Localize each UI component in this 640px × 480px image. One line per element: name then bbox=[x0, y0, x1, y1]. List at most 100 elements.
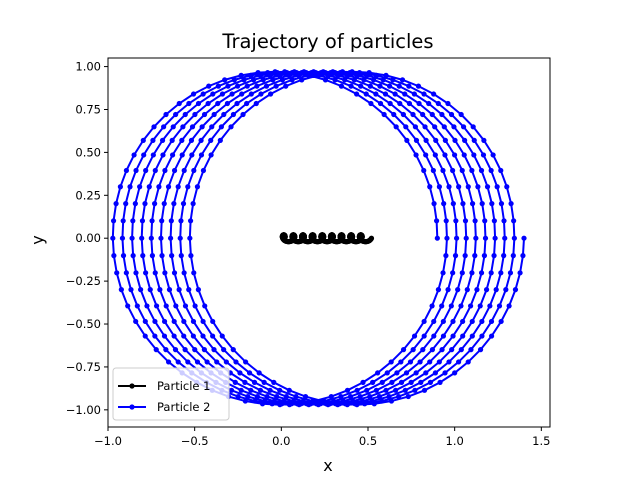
data-point bbox=[364, 387, 370, 393]
data-point bbox=[439, 303, 445, 309]
data-point bbox=[218, 124, 224, 130]
data-point bbox=[188, 253, 194, 259]
data-point bbox=[423, 152, 429, 158]
data-point bbox=[357, 393, 363, 400]
data-point bbox=[510, 253, 516, 259]
data-point bbox=[123, 201, 129, 207]
data-point bbox=[233, 359, 239, 365]
data-point bbox=[150, 137, 156, 143]
data-point bbox=[396, 393, 402, 400]
data-point bbox=[520, 253, 526, 259]
data-point bbox=[198, 152, 205, 158]
data-point bbox=[402, 387, 408, 393]
data-point bbox=[480, 152, 487, 158]
data-point bbox=[138, 287, 144, 293]
data-point bbox=[377, 83, 383, 89]
data-point bbox=[502, 235, 508, 241]
data-point bbox=[462, 253, 468, 259]
data-point bbox=[418, 379, 424, 385]
data-point bbox=[436, 184, 442, 190]
data-point bbox=[439, 347, 445, 353]
data-point bbox=[245, 393, 251, 400]
data-point bbox=[446, 184, 452, 190]
data-point bbox=[242, 379, 248, 385]
data-point bbox=[299, 77, 305, 83]
data-point bbox=[511, 218, 517, 224]
data-point bbox=[380, 77, 386, 83]
data-point bbox=[267, 72, 273, 78]
data-point bbox=[442, 152, 448, 158]
data-point bbox=[176, 287, 182, 293]
data-point bbox=[163, 111, 169, 118]
data-point bbox=[477, 347, 484, 353]
data-point bbox=[296, 72, 302, 78]
data-point bbox=[440, 318, 446, 325]
data-point bbox=[189, 124, 196, 130]
y-tick-label: 0.75 bbox=[75, 102, 101, 116]
data-point bbox=[394, 370, 400, 376]
data-point bbox=[383, 387, 389, 393]
data-point bbox=[392, 91, 398, 97]
data-point bbox=[481, 253, 488, 259]
data-point bbox=[461, 152, 467, 158]
data-point bbox=[430, 167, 436, 174]
data-point bbox=[456, 184, 462, 190]
y-tick-label: −0.75 bbox=[66, 360, 101, 374]
data-point bbox=[152, 167, 158, 174]
data-point bbox=[360, 379, 366, 385]
data-point bbox=[464, 287, 470, 293]
data-point bbox=[189, 152, 195, 158]
data-point bbox=[194, 184, 201, 190]
data-point bbox=[142, 333, 148, 339]
data-point bbox=[240, 111, 246, 118]
data-point bbox=[429, 111, 435, 118]
data-point bbox=[177, 235, 183, 241]
data-point bbox=[356, 70, 363, 76]
data-point bbox=[153, 303, 160, 309]
data-point bbox=[434, 235, 440, 241]
data-point bbox=[230, 111, 237, 118]
data-point bbox=[191, 270, 197, 276]
data-point bbox=[169, 152, 176, 158]
legend: Particle 1 Particle 2 bbox=[112, 367, 230, 421]
data-point bbox=[214, 359, 220, 365]
data-point bbox=[250, 77, 257, 83]
data-point bbox=[201, 111, 208, 118]
data-point bbox=[210, 333, 216, 339]
data-point bbox=[413, 370, 419, 376]
data-point bbox=[453, 235, 460, 241]
data-point bbox=[451, 152, 458, 158]
data-point bbox=[186, 100, 192, 107]
data-point bbox=[332, 70, 338, 76]
data-point bbox=[281, 398, 287, 404]
data-point bbox=[412, 124, 419, 130]
y-tick-label: −0.50 bbox=[66, 317, 101, 331]
data-point bbox=[167, 235, 174, 241]
data-point bbox=[468, 347, 474, 353]
data-point bbox=[171, 201, 177, 207]
data-point bbox=[277, 387, 283, 393]
legend-marker-particle-2 bbox=[129, 404, 135, 410]
data-point bbox=[450, 318, 456, 325]
data-point bbox=[141, 152, 147, 158]
data-point bbox=[354, 91, 360, 97]
data-point bbox=[165, 359, 172, 365]
data-point bbox=[217, 137, 223, 143]
data-point bbox=[420, 347, 426, 353]
data-point bbox=[156, 184, 162, 190]
data-point bbox=[396, 83, 402, 89]
x-tick-label: 0.5 bbox=[359, 434, 377, 448]
data-point bbox=[125, 303, 131, 309]
data-point bbox=[403, 124, 409, 130]
data-point bbox=[111, 253, 117, 259]
data-point bbox=[171, 318, 177, 325]
data-point bbox=[498, 201, 505, 207]
data-point bbox=[354, 402, 360, 408]
data-point bbox=[367, 83, 373, 89]
data-point bbox=[398, 379, 405, 385]
data-point bbox=[488, 270, 494, 276]
data-point bbox=[232, 379, 238, 385]
data-point bbox=[229, 91, 235, 97]
data-point bbox=[382, 91, 389, 97]
data-point bbox=[175, 184, 181, 190]
